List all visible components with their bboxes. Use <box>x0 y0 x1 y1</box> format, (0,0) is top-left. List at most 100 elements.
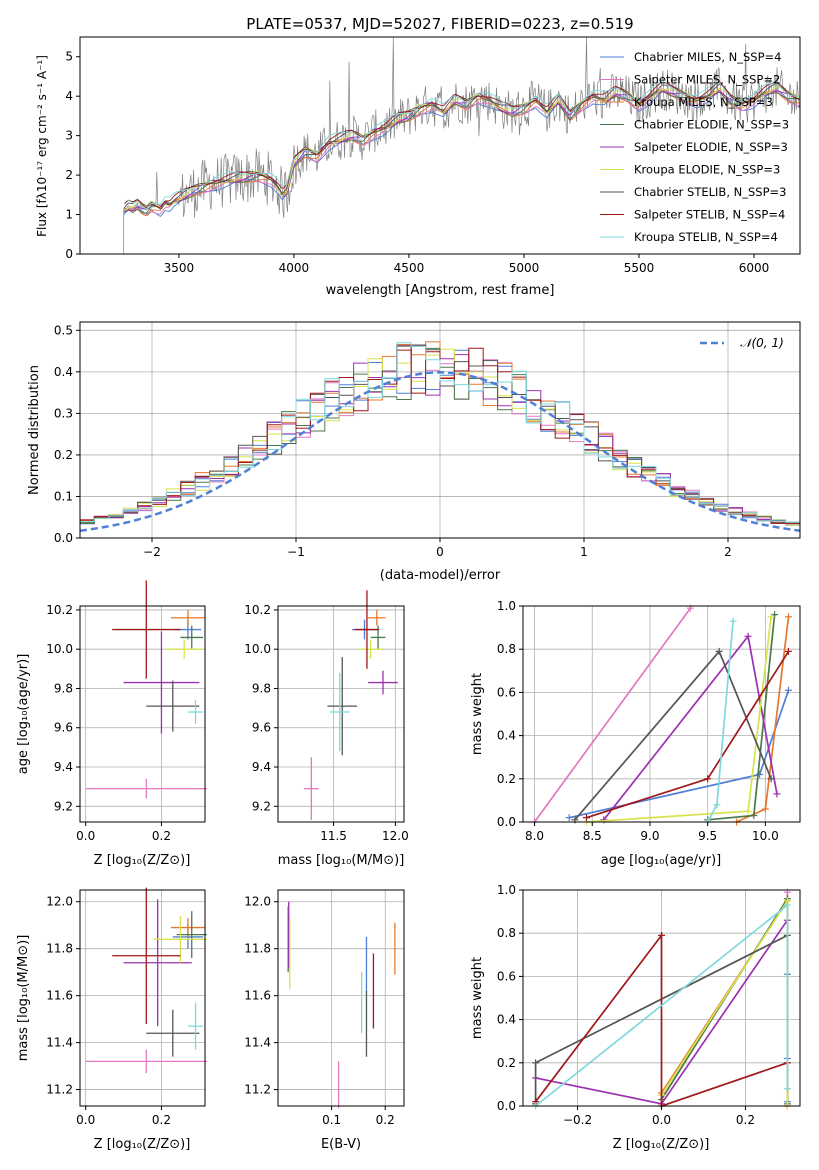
model-spectrum-chabrier_miles <box>123 89 801 217</box>
spectrum-xlabel: wavelength [Angstrom, rest frame] <box>326 283 555 298</box>
errorbar-salpeter_stelib <box>112 580 181 679</box>
x-tick-label: 1 <box>580 545 588 559</box>
errorbar-kroupa_miles <box>170 609 205 626</box>
x-tick-label: 0.2 <box>736 1113 755 1127</box>
y-tick-label: 9.6 <box>54 721 73 735</box>
errorbar-kroupa_stelib <box>329 672 350 752</box>
errorbar-chabrier_stelib <box>146 1009 200 1057</box>
y-tick-label: 10.0 <box>46 642 73 656</box>
model-spectrum-kroupa_stelib <box>125 80 800 210</box>
residuals-ylabel: Normed distribution <box>27 365 42 495</box>
x-tick-label: 11.5 <box>320 829 347 843</box>
y-tick-label: 1 <box>65 208 73 222</box>
x-tick-label: −0.2 <box>563 1113 592 1127</box>
age-vs-mass-panel: 11.5 12.0 9.2 9.4 9.6 9.8 10.0 10.2 mass [log₁₀… <box>244 590 409 868</box>
y-tick-label: 9.2 <box>252 799 271 813</box>
errorbar-salpeter_miles <box>85 778 207 799</box>
y-tick-label: 0.4 <box>497 1013 516 1027</box>
errorbar-salpeter_miles <box>303 757 319 821</box>
y-tick-label: 11.2 <box>46 1083 73 1097</box>
y-tick-label: 0.2 <box>497 772 516 786</box>
y-tick-label: 11.8 <box>46 942 73 956</box>
x-tick-label: 4000 <box>279 261 310 275</box>
y-tick-label: 9.2 <box>54 799 73 813</box>
x-tick-label: 0.0 <box>652 1113 671 1127</box>
x-tick-label: 0.1 <box>322 1113 341 1127</box>
y-tick-label: 3 <box>65 129 73 143</box>
mass-vs-EBV-panel: 0.1 0.2 11.2 11.4 11.6 11.8 12.0 E(B-V) <box>244 889 405 1152</box>
y-tick-label: 10.2 <box>46 603 73 617</box>
mass-vs-Z-panel: 0.0 0.2 11.2 11.4 11.6 11.8 12.0 Z [log₁₀(Z/Z⊙… <box>16 887 207 1152</box>
x-tick-label: −1 <box>287 545 305 559</box>
ageM-xlabel: mass [log₁₀(M/M⊙)] <box>278 853 405 868</box>
y-tick-label: 1.0 <box>497 883 516 897</box>
x-tick-label: 5500 <box>624 261 655 275</box>
x-tick-label: −2 <box>143 545 161 559</box>
y-tick-label: 11.6 <box>244 989 271 1003</box>
spectrum-panel: PLATE=0537, MJD=52027, FIBERID=0223, z=0… <box>35 15 801 298</box>
errorbar-chabrier_stelib <box>327 657 358 756</box>
gaussian-legend-label: 𝒩(0, 1) <box>740 336 784 350</box>
y-tick-label: 0.2 <box>497 1056 516 1070</box>
y-tick-label: 0.8 <box>497 642 516 656</box>
gaussian-reference-curve <box>79 371 801 532</box>
y-tick-label: 10.2 <box>244 603 271 617</box>
legend-label: Salpeter STELIB, N_SSP=4 <box>634 208 785 222</box>
y-tick-label: 0.6 <box>497 685 516 699</box>
residual-histogram-kroupa_stelib <box>80 342 800 523</box>
y-tick-label: 0.0 <box>54 531 73 545</box>
legend-label: Salpeter ELODIE, N_SSP=3 <box>634 140 788 154</box>
y-tick-label: 9.6 <box>252 721 271 735</box>
y-tick-label: 0.5 <box>54 323 73 337</box>
y-tick-label: 0.0 <box>497 1099 516 1113</box>
y-tick-label: 5 <box>65 50 73 64</box>
errorbar-chabrier_elodie <box>180 625 204 650</box>
y-tick-label: 0.4 <box>497 729 516 743</box>
mwAge-ylabel: mass weight <box>470 673 485 755</box>
y-tick-label: 0.0 <box>497 815 516 829</box>
errorbar-salpeter_stelib <box>112 887 181 1024</box>
y-tick-label: 11.6 <box>46 989 73 1003</box>
y-tick-label: 10.0 <box>244 642 271 656</box>
x-tick-label: 8.0 <box>525 829 544 843</box>
x-tick-label: 8.5 <box>583 829 602 843</box>
mwZ-xlabel: Z [log₁₀(Z/Z⊙)] <box>613 1137 710 1152</box>
legend-label: Chabrier MILES, N_SSP=4 <box>634 50 781 64</box>
y-tick-label: 11.2 <box>244 1083 271 1097</box>
y-tick-label: 9.4 <box>252 760 271 774</box>
x-tick-label: 0 <box>436 545 444 559</box>
spectrum-title: PLATE=0537, MJD=52027, FIBERID=0223, z=0… <box>246 15 633 33</box>
legend-label: Kroupa ELODIE, N_SSP=3 <box>634 163 780 177</box>
errorbar-salpeter_elodie <box>123 631 200 734</box>
mass-weight-vs-Z-panel: −0.2 0.0 0.2 0.0 0.2 0.4 0.6 0.8 1.0 Z [log₁₀(Z/… <box>470 883 801 1152</box>
errorbar-kroupa_miles <box>368 609 386 626</box>
mass-weight-series-chabrier_stelib <box>571 647 775 824</box>
x-tick-label: 0.2 <box>152 829 171 843</box>
legend-label: Salpeter MILES, N_SSP=2 <box>634 73 780 87</box>
x-tick-label: 0.2 <box>152 1113 171 1127</box>
x-tick-label: 5000 <box>509 261 540 275</box>
x-tick-label: 2 <box>724 545 732 559</box>
x-tick-label: 4500 <box>394 261 425 275</box>
errorbar-kroupa_elodie <box>165 639 204 660</box>
x-tick-label: 0.0 <box>76 1113 95 1127</box>
spectrum-legend: Chabrier MILES, N_SSP=4 Salpeter MILES, N… <box>600 50 789 244</box>
y-tick-label: 0.6 <box>497 969 516 983</box>
y-tick-label: 9.8 <box>54 681 73 695</box>
x-tick-label: 3500 <box>164 261 195 275</box>
legend-label: Chabrier ELODIE, N_SSP=3 <box>634 118 789 132</box>
ageZ-ylabel: age [log₁₀(age/yr)] <box>16 654 31 775</box>
mass-weight-series-salpeter_elodie <box>600 632 781 824</box>
massEBV-xlabel: E(B-V) <box>321 1137 361 1152</box>
x-tick-label: 6000 <box>739 261 770 275</box>
age-vs-Z-panel: 0.0 0.2 9.2 9.4 9.6 9.8 10.0 10.2 Z [log₁₀(Z/Z⊙… <box>16 580 207 868</box>
y-tick-label: 11.4 <box>46 1036 73 1050</box>
legend-label: Kroupa STELIB, N_SSP=4 <box>634 230 778 244</box>
residuals-xlabel: (data-model)/error <box>380 568 501 583</box>
y-tick-label: 12.0 <box>244 895 271 909</box>
errorbar-salpeter_stelib <box>354 590 380 669</box>
legend-label: Kroupa MILES, N_SSP=3 <box>634 95 773 109</box>
y-tick-label: 0.4 <box>54 365 73 379</box>
ageZ-xlabel: Z [log₁₀(Z/Z⊙)] <box>94 853 191 868</box>
